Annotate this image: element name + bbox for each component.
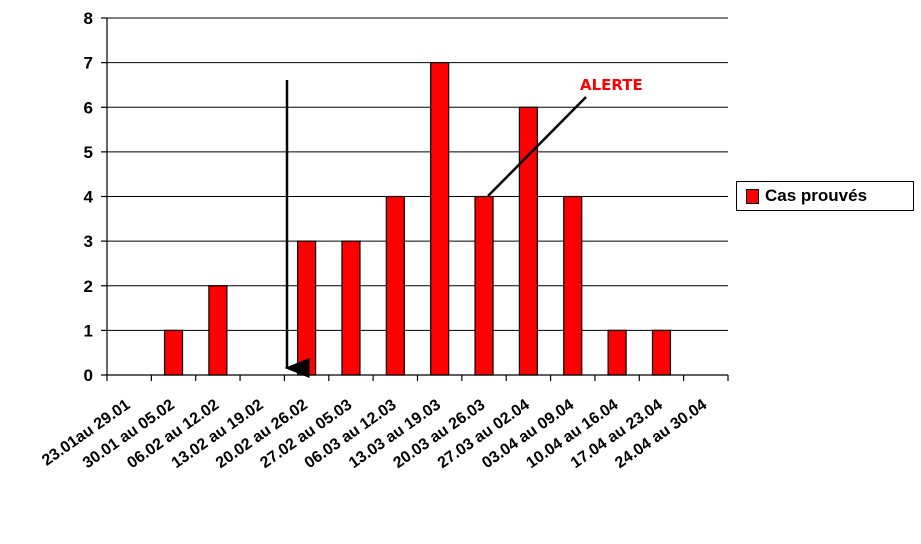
legend: Cas prouvés bbox=[736, 181, 914, 211]
bar bbox=[430, 62, 450, 376]
legend-label: Cas prouvés bbox=[765, 186, 868, 205]
y-tick-label: 6 bbox=[84, 98, 93, 117]
legend-swatch bbox=[746, 188, 759, 204]
y-tick-label: 5 bbox=[84, 143, 93, 162]
y-tick-label: 8 bbox=[84, 9, 93, 28]
bar bbox=[385, 195, 405, 376]
y-tick-label: 7 bbox=[84, 54, 93, 73]
bar bbox=[341, 240, 361, 376]
axes bbox=[101, 17, 729, 381]
y-tick-label: 1 bbox=[84, 321, 93, 340]
y-tick-label: 2 bbox=[84, 277, 93, 296]
y-tick-label: 0 bbox=[84, 366, 93, 385]
y-tick-labels: 0 1 2 3 4 5 6 7 8 bbox=[84, 9, 94, 385]
alert-label: ALERTE bbox=[580, 76, 643, 94]
bar bbox=[297, 240, 317, 376]
bar bbox=[163, 329, 184, 376]
y-tick-label: 4 bbox=[84, 188, 94, 207]
bar bbox=[607, 329, 627, 376]
y-tick-label: 3 bbox=[84, 232, 93, 251]
gridlines bbox=[107, 17, 728, 331]
bar bbox=[651, 329, 672, 376]
bar bbox=[563, 195, 583, 376]
bar bbox=[474, 195, 494, 376]
annotations: ALERTE bbox=[284, 76, 643, 378]
bar bbox=[208, 285, 228, 376]
bars bbox=[163, 62, 672, 376]
alert-pointer-line bbox=[487, 96, 587, 197]
